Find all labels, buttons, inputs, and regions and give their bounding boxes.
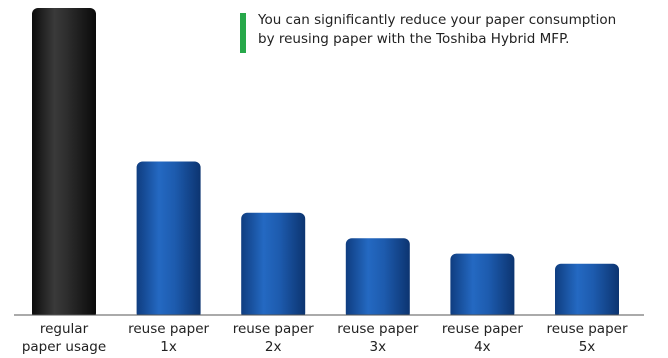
x-tick-label-0: regular paper usage <box>22 321 106 355</box>
bar-3 <box>345 238 410 315</box>
x-tick-label-1: reuse paper 1x <box>128 321 209 355</box>
bar-0 <box>32 8 96 315</box>
bar-2 <box>241 212 306 315</box>
x-tick-label-3: reuse paper 3x <box>337 321 418 355</box>
x-tick-label-2: reuse paper 2x <box>233 321 314 355</box>
x-tick-label-5: reuse paper 5x <box>546 321 627 355</box>
annotation-accent-bar <box>240 13 246 53</box>
annotation-text: You can significantly reduce your paper … <box>258 12 617 47</box>
x-tick-label-4: reuse paper 4x <box>442 321 523 355</box>
bar-1 <box>136 161 201 315</box>
bar-4 <box>450 253 515 315</box>
bar-5 <box>555 263 619 315</box>
annotation: You can significantly reduce your paper … <box>240 11 660 53</box>
